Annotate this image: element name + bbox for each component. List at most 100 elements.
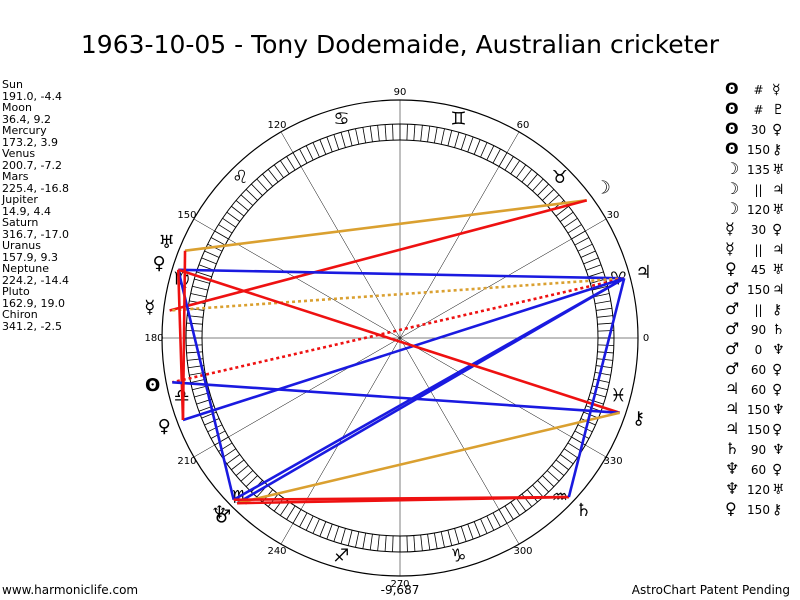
degree-label-150: 150 xyxy=(177,210,196,221)
degree-tick xyxy=(305,145,314,161)
aspect-angle: 120 xyxy=(747,483,770,497)
planet-name-mercury: Mercury xyxy=(2,124,47,137)
aspect-angle: 120 xyxy=(747,203,770,217)
degree-tick xyxy=(204,418,220,426)
degree-tick xyxy=(362,127,367,144)
website-link[interactable]: www.harmoniclife.com xyxy=(2,583,139,597)
degree-tick xyxy=(597,344,614,346)
zodiac-sign-icon: ♉ xyxy=(552,167,568,188)
degree-tick xyxy=(574,237,590,246)
aspect-planet2-glyph: ♀ xyxy=(772,222,783,238)
planet-glyphs: ʘ ☽ ☿ ♀ ♂ ♃ ♄ ♅ ♆ ♀ ⚷ xyxy=(144,177,651,527)
degree-tick xyxy=(593,378,610,383)
degree-tick xyxy=(218,224,233,234)
degree-tick xyxy=(355,128,360,145)
aspect-row: ♆ 60 ♀ xyxy=(725,459,800,479)
aspect-row: ♂ 150 ♃ xyxy=(725,279,800,299)
degree-tick xyxy=(262,173,274,187)
degree-tick xyxy=(231,459,245,471)
aspect-angle: 150 xyxy=(747,423,770,437)
degree-tick xyxy=(440,128,445,145)
degree-tick xyxy=(222,218,237,228)
aspect-planet2-glyph: ♄ xyxy=(772,322,785,338)
degree-tick xyxy=(526,173,538,187)
moon-glyph-icon: ☽ xyxy=(595,177,611,198)
planet-name-mars: Mars xyxy=(2,170,29,183)
aspect-planet1-glyph: ♃ xyxy=(725,379,740,398)
pluto-glyph-icon: ♀ xyxy=(153,253,166,274)
aspect-line-jupiter-sun xyxy=(171,277,625,384)
mercury-glyph-icon: ☿ xyxy=(144,297,155,318)
degree-label-90: 90 xyxy=(394,87,407,98)
degree-tick xyxy=(226,454,241,465)
degree-label-270: 270 xyxy=(390,579,409,590)
patent-notice: AstroChart Patent Pending xyxy=(631,583,790,597)
degree-tick xyxy=(526,489,538,503)
degree-tick xyxy=(280,501,290,516)
zodiac-sign-icon: ♐ xyxy=(333,545,349,566)
aspect-angle: 60 xyxy=(750,383,767,397)
degree-label-60: 60 xyxy=(517,120,530,131)
degree-tick xyxy=(392,124,394,141)
degree-label-30: 30 xyxy=(607,210,620,221)
aspect-angle: 150 xyxy=(747,283,770,297)
degree-tick xyxy=(594,371,611,376)
degree-tick xyxy=(204,250,220,258)
degree-tick xyxy=(347,530,353,546)
planet-position-moon: 36.4, 9.2 xyxy=(2,112,51,126)
aspect-line-moon-mercury xyxy=(169,199,588,312)
aspect-line-saturn-neptune xyxy=(233,495,569,502)
aspect-row: ♀ 45 ♅ xyxy=(725,259,800,279)
aspect-row: ☽ 120 ♅ xyxy=(725,199,800,219)
aspect-angle: 150 xyxy=(747,403,770,417)
degree-tick xyxy=(473,521,481,537)
degree-label-240: 240 xyxy=(267,546,286,557)
aspect-row: ♃ 150 ♆ xyxy=(725,399,800,419)
aspect-planet1-glyph: ☽ xyxy=(725,199,740,218)
aspect-angle: || xyxy=(754,303,763,317)
degree-tick xyxy=(433,127,438,144)
aspect-planet2-glyph: ♀ xyxy=(772,122,783,138)
degree-tick xyxy=(210,237,226,246)
aspect-row: ☿ 30 ♀ xyxy=(725,219,800,239)
degree-tick xyxy=(516,497,527,512)
aspect-angle: # xyxy=(753,83,764,97)
degree-tick xyxy=(580,250,596,258)
degree-tick xyxy=(273,164,284,179)
degree-tick xyxy=(305,515,314,531)
degree-label-180: 180 xyxy=(144,333,163,344)
aspect-row: ☽ || ♃ xyxy=(725,179,800,199)
aspect-row: ☽ 135 ♅ xyxy=(725,159,800,179)
degree-tick xyxy=(319,521,327,537)
aspect-planet1-glyph: ʘ xyxy=(725,139,739,158)
planet-position-sun: 191.0, -4.4 xyxy=(2,89,62,103)
sun-glyph-icon: ʘ xyxy=(145,375,160,396)
aspect-lines xyxy=(169,199,626,505)
aspect-planet2-glyph: ♆ xyxy=(772,442,785,458)
planet-position-neptune: 224.2, -14.4 xyxy=(2,273,69,287)
neptune-glyph-icon: ♆ xyxy=(211,503,227,524)
degree-tick xyxy=(593,293,610,298)
degree-tick xyxy=(240,194,254,206)
aspect-planet2-glyph: ♆ xyxy=(772,342,785,358)
degree-tick xyxy=(245,475,258,487)
degree-tick xyxy=(392,535,394,552)
degree-tick xyxy=(596,315,613,318)
degree-tick xyxy=(480,142,488,158)
degree-tick xyxy=(546,470,560,482)
aspect-planet1-glyph: ♂ xyxy=(725,279,740,298)
degree-tick xyxy=(480,518,488,534)
aspect-line-moon-uranus xyxy=(184,199,587,253)
spoke-line xyxy=(193,218,607,458)
aspect-angle: 60 xyxy=(750,463,767,477)
degree-tick xyxy=(194,278,210,284)
degree-tick xyxy=(235,200,249,212)
degree-tick xyxy=(492,512,501,528)
aspect-planet1-glyph: ♃ xyxy=(725,399,740,418)
degree-tick xyxy=(319,139,327,155)
degree-tick xyxy=(413,124,416,141)
aspect-planet2-glyph: ♅ xyxy=(772,202,785,218)
degree-tick xyxy=(377,125,380,142)
degree-tick xyxy=(413,535,416,552)
degree-tick xyxy=(347,130,353,146)
